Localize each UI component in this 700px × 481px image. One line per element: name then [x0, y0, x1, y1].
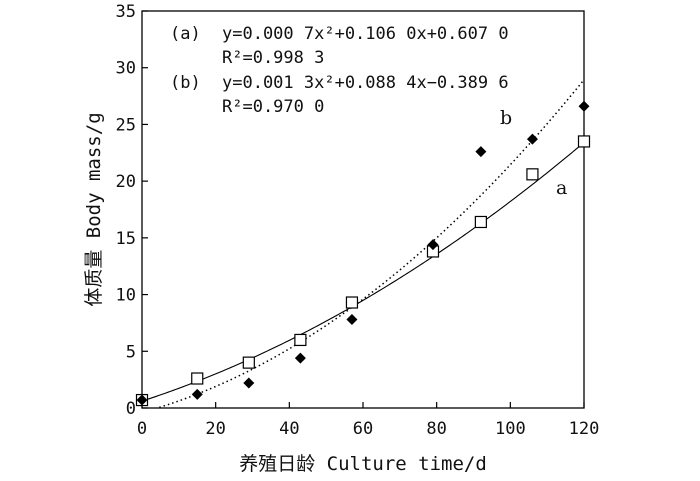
point-b — [191, 388, 203, 400]
y-tick-label: 15 — [116, 229, 136, 249]
y-tick-label: 0 — [126, 399, 136, 419]
point-b — [475, 146, 487, 158]
x-tick-label: 60 — [353, 419, 373, 439]
plot-area-frame — [141, 10, 585, 409]
x-axis-title: 养殖日龄 Culture time/d — [239, 453, 487, 475]
point-b — [136, 394, 148, 406]
point-b — [243, 377, 255, 389]
point-b — [294, 352, 306, 364]
y-tick-label: 5 — [126, 342, 136, 362]
fit-line-b — [154, 79, 584, 408]
y-tick-label: 20 — [116, 172, 136, 192]
point-b — [578, 100, 590, 112]
point-a — [345, 296, 359, 309]
curve-label-a: a — [556, 177, 567, 199]
point-a — [474, 215, 487, 229]
y-axis-title: 体质量 Body mass/g — [83, 112, 105, 306]
equation-a: y=0.000 7x²+0.106 0x+0.607 0 — [222, 24, 509, 44]
y-tick-label: 30 — [116, 59, 136, 79]
point-b — [526, 133, 538, 145]
equation-a-prefix: (a) — [170, 24, 201, 44]
y-tick-label: 35 — [116, 2, 136, 22]
point-a — [242, 356, 255, 369]
equation-b-prefix: (b) — [170, 73, 201, 93]
x-tick-label: 20 — [205, 419, 225, 439]
point-a — [526, 168, 539, 181]
x-tick-label: 0 — [137, 419, 147, 439]
equation-b: y=0.001 3x²+0.088 4x−0.389 6 — [222, 73, 509, 93]
point-b — [427, 239, 439, 251]
x-tick-label: 120 — [569, 419, 600, 439]
r2-b: R²=0.970 0 — [222, 97, 324, 117]
point-a — [191, 372, 204, 385]
fit-line-a — [142, 142, 584, 402]
r2-a: R²=0.998 3 — [222, 48, 324, 68]
y-tick-label: 25 — [116, 115, 136, 135]
x-tick-label: 40 — [279, 419, 299, 439]
y-tick-label: 10 — [116, 286, 136, 306]
x-tick-label: 80 — [426, 419, 446, 439]
x-tick-label: 100 — [495, 419, 526, 439]
point-a — [577, 135, 591, 148]
point-a — [294, 333, 307, 347]
point-b — [346, 314, 358, 326]
curve-label-b: b — [500, 107, 512, 129]
